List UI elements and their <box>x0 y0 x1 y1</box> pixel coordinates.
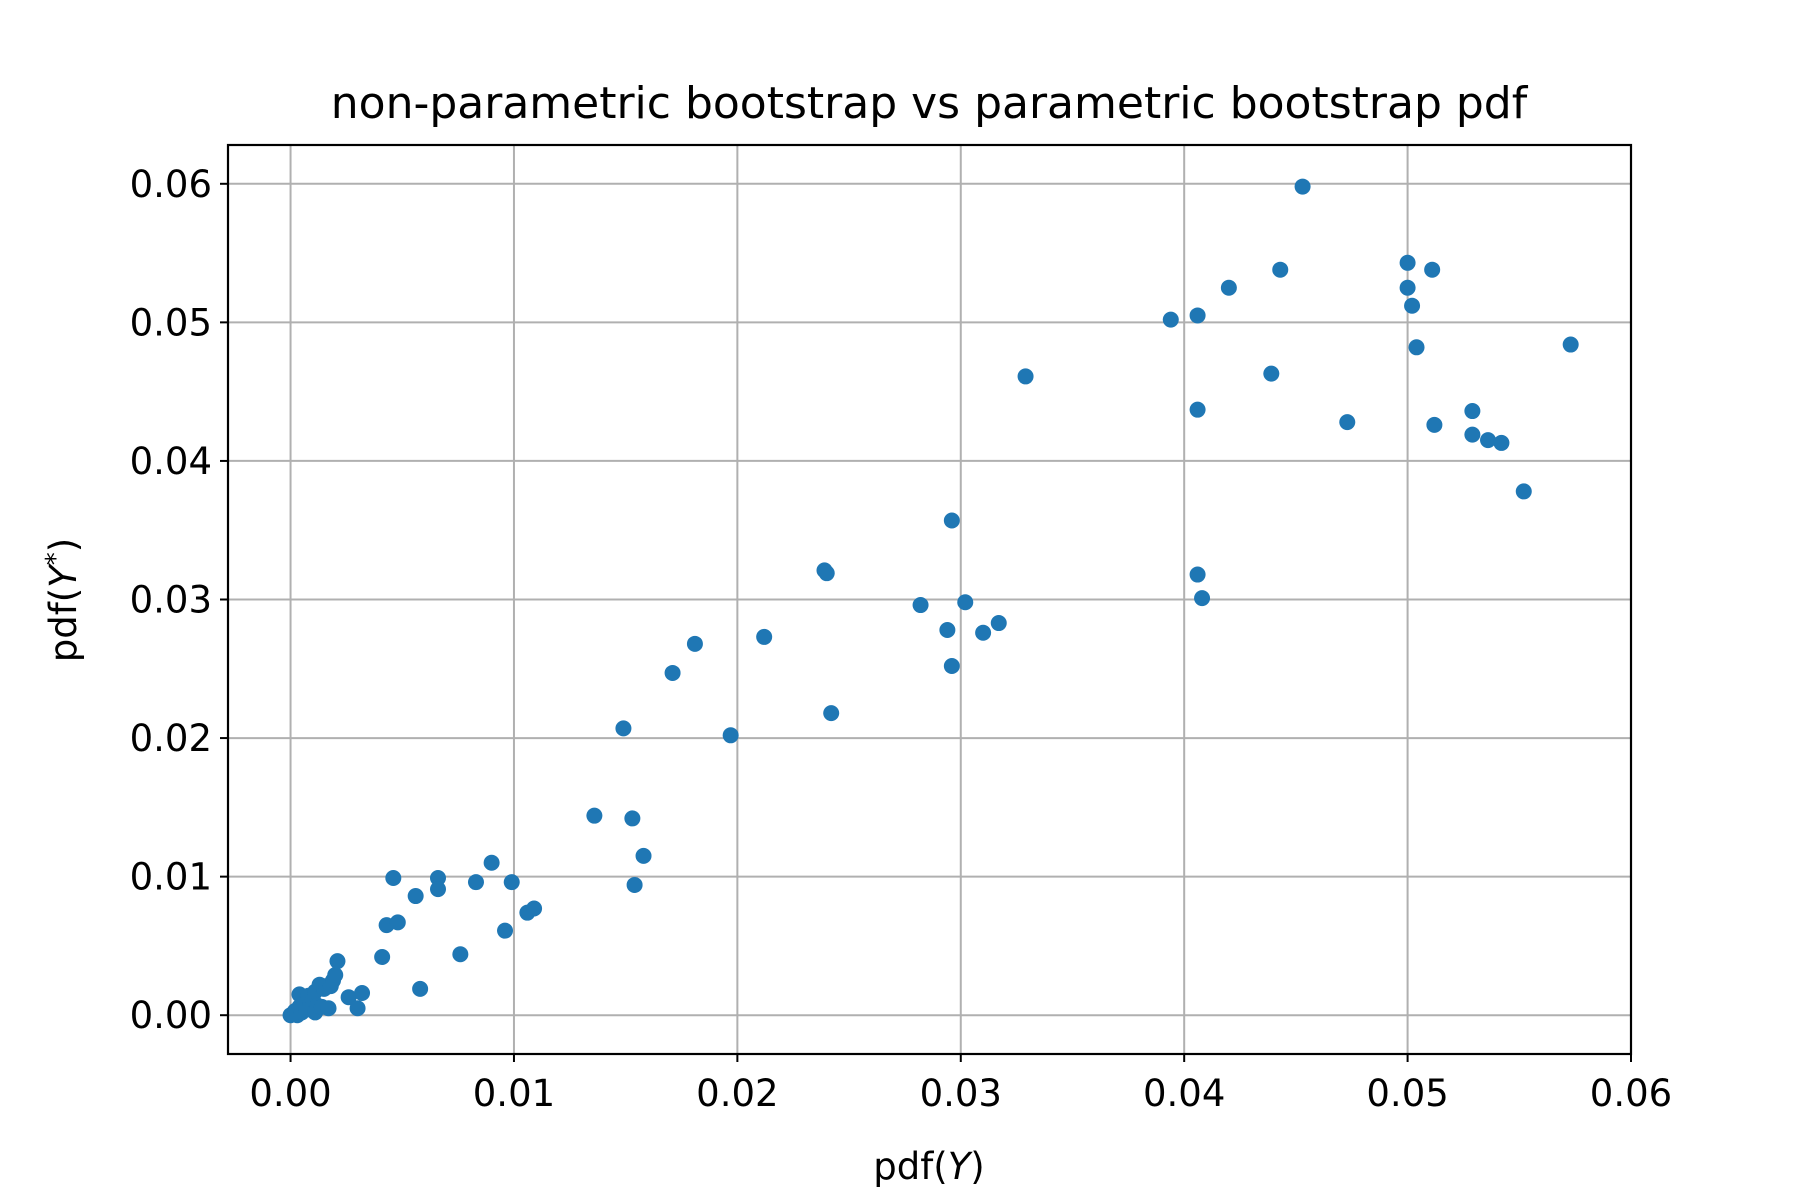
data-point <box>497 922 514 939</box>
data-point <box>586 807 603 824</box>
data-point <box>1220 279 1237 296</box>
data-point <box>686 635 703 652</box>
data-point <box>526 900 543 917</box>
data-point <box>412 980 429 997</box>
y-tick-label: 0.06 <box>130 163 212 206</box>
data-point <box>1189 307 1206 324</box>
data-point <box>1562 336 1579 353</box>
data-point <box>722 727 739 744</box>
data-point <box>957 594 974 611</box>
data-point <box>943 658 960 675</box>
data-point <box>943 512 960 529</box>
data-point <box>615 720 632 737</box>
data-point <box>340 989 357 1006</box>
data-point <box>1189 401 1206 418</box>
y-axis-label: pdf(Y*) <box>41 538 85 662</box>
y-tick-label: 0.04 <box>130 440 212 483</box>
data-point <box>430 881 447 898</box>
data-point <box>1464 403 1481 420</box>
data-point <box>354 985 371 1002</box>
data-point <box>385 870 402 887</box>
data-point <box>1194 590 1211 607</box>
y-tick-label: 0.02 <box>130 717 212 760</box>
data-point <box>407 888 424 905</box>
data-point <box>1399 254 1416 271</box>
data-point <box>1426 416 1443 433</box>
x-tick-label: 0.06 <box>1590 1072 1672 1115</box>
data-point <box>975 624 992 641</box>
data-point <box>1272 261 1289 278</box>
data-point <box>1162 311 1179 328</box>
data-point <box>1189 566 1206 583</box>
data-point <box>467 874 484 891</box>
data-point <box>1339 414 1356 431</box>
data-point <box>756 628 773 645</box>
data-point <box>430 870 447 887</box>
data-point <box>327 967 344 984</box>
data-point <box>503 874 520 891</box>
data-point <box>990 615 1007 632</box>
data-point <box>1408 339 1425 356</box>
data-point <box>452 946 469 963</box>
x-tick-label: 0.05 <box>1366 1072 1448 1115</box>
data-point <box>1017 368 1034 385</box>
data-point <box>912 597 929 614</box>
data-point <box>1294 178 1311 195</box>
data-point <box>1424 261 1441 278</box>
data-point <box>1493 434 1510 451</box>
data-point <box>939 621 956 638</box>
data-point <box>1404 297 1421 314</box>
data-point <box>320 1000 337 1017</box>
data-point <box>818 565 835 582</box>
data-point <box>664 664 681 681</box>
data-point <box>349 1000 366 1017</box>
y-tick-label: 0.05 <box>130 301 212 344</box>
grid-lines <box>228 145 1632 1054</box>
data-point <box>635 847 652 864</box>
data-point <box>1399 279 1416 296</box>
x-tick-label: 0.00 <box>249 1072 331 1115</box>
x-tick-label: 0.02 <box>696 1072 778 1115</box>
data-point <box>823 705 840 722</box>
data-point <box>1263 365 1280 382</box>
x-tick-label: 0.04 <box>1143 1072 1225 1115</box>
y-axis-ticks: 0.00 0.01 0.02 0.03 0.04 0.05 0.06 <box>130 163 228 1037</box>
data-point <box>483 854 500 871</box>
x-tick-label: 0.03 <box>920 1072 1002 1115</box>
data-point <box>1480 432 1497 449</box>
data-point <box>626 876 643 893</box>
data-point <box>624 810 641 827</box>
x-axis-label: pdf(Y) <box>873 1145 984 1188</box>
data-point <box>374 949 391 966</box>
data-point <box>1515 483 1532 500</box>
y-tick-label: 0.00 <box>130 994 212 1037</box>
data-point <box>329 953 346 970</box>
data-point <box>1464 426 1481 443</box>
chart-title: non-parametric bootstrap vs parametric b… <box>331 78 1529 129</box>
y-tick-label: 0.03 <box>130 579 212 622</box>
x-axis-ticks: 0.00 0.01 0.02 0.03 0.04 0.05 0.06 <box>249 1054 1672 1115</box>
data-points <box>282 178 1579 1024</box>
y-tick-label: 0.01 <box>130 856 212 899</box>
x-tick-label: 0.01 <box>473 1072 555 1115</box>
data-point <box>389 914 406 931</box>
